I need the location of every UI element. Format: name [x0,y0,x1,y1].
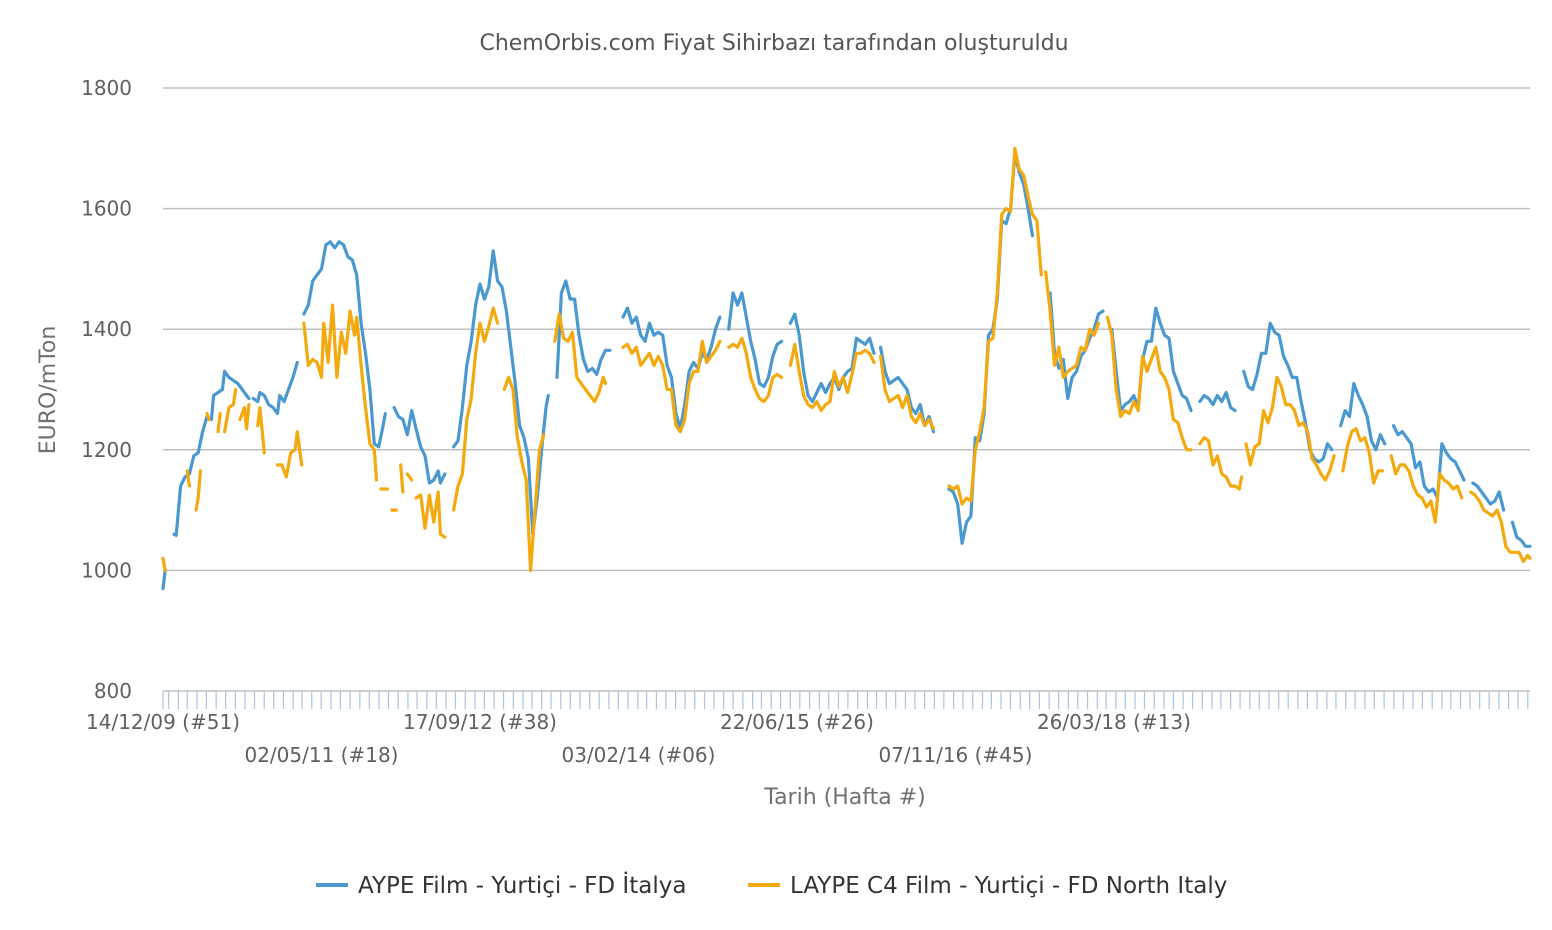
series-1-segment [194,469,202,512]
series-1-segment [879,354,936,431]
series-0-segment [1339,381,1387,452]
legend-item-ayp[interactable]: AYPE Film - Yurtiçi - FD İtalya [316,871,686,899]
series-0-segment [727,291,784,389]
x-tick-label-3: 03/02/14 (#06) [561,743,715,767]
series-0-segment [161,568,167,591]
series-1-segment [1389,454,1464,524]
series-1-segment [621,339,722,434]
series-1-segment [452,306,500,512]
series-0-segment [555,279,612,379]
series-1-segment [788,342,876,413]
series-1-segment [947,146,1043,506]
x-axis-tick-labels: 14/12/09 (#51)02/05/11 (#18)17/09/12 (#3… [86,710,1191,767]
series-0-segment [1048,291,1105,401]
legend-label-laype: LAYPE C4 Film - Yurtiçi - FD North Italy [790,873,1227,899]
series-1-segment [205,412,211,422]
series-0 [161,152,1532,591]
series-1-segment [1044,270,1101,379]
y-tick-label-1000: 1000 [81,558,132,582]
x-axis-tick-marks [162,691,1529,709]
y-tick-label-1200: 1200 [81,438,132,462]
x-tick-label-1: 02/05/11 (#18) [244,743,398,767]
y-tick-label-800: 800 [94,679,132,703]
series-1-segment [1198,436,1244,491]
series-1-segment [553,312,608,404]
series-0-segment [452,249,550,536]
series-1-segment [414,490,447,539]
series-1-segment [1469,490,1532,563]
series-1-segment [161,556,167,572]
series-1-segment [727,336,784,404]
series-1-segment [238,403,251,431]
series-0-segment [251,360,299,416]
series-1-segment [1244,375,1336,482]
grid-lines [163,87,1530,692]
series-1 [161,146,1532,572]
legend: AYPE Film - Yurtiçi - FD İtalya LAYPE C4… [316,871,1227,899]
series-0-segment [172,369,251,537]
x-tick-label-0: 14/12/09 (#51) [86,710,240,734]
legend-item-laype[interactable]: LAYPE C4 Film - Yurtiçi - FD North Italy [748,873,1227,899]
x-tick-label-2: 17/09/12 (#38) [403,710,557,734]
series-0-segment [1198,390,1237,413]
x-tick-label-6: 26/03/18 (#13) [1037,710,1191,734]
series-1-segment [275,430,304,479]
series-0-segment [879,345,936,434]
series-0-segment [1471,481,1506,512]
series-0-segment [1391,424,1466,500]
series-0-segment [621,306,722,431]
y-axis-label: EURO/mTon [36,326,61,455]
series-1-segment [405,472,414,482]
series-0-segment [947,152,1035,545]
series-0-segment [392,406,447,485]
series-1-segment [1341,427,1385,485]
series-1-segment [502,375,546,572]
series-lines [161,146,1532,591]
y-axis-ticks: 800 1000 1200 1400 1600 1800 [81,76,132,703]
series-1-segment [1105,315,1193,452]
series-1-segment [256,406,266,455]
x-tick-label-5: 07/11/16 (#45) [878,743,1032,767]
series-1-segment [399,463,405,494]
series-1-segment [185,469,191,488]
chart-title: ChemOrbis.com Fiyat Sihirbazı tarafından… [479,31,1068,56]
y-tick-label-1800: 1800 [81,76,132,100]
series-0-segment [1510,520,1532,548]
legend-label-ayp: AYPE Film - Yurtiçi - FD İtalya [358,871,686,899]
y-tick-label-1400: 1400 [81,317,132,341]
series-1-segment [216,412,222,434]
series-0-segment [1110,306,1193,413]
series-1-segment [223,387,238,434]
series-0-segment [1242,321,1334,464]
series-0-segment [302,240,387,449]
x-axis-label: Tarih (Hafta #) [763,785,925,810]
series-1-segment [302,303,379,482]
x-tick-label-4: 22/06/15 (#26) [720,710,874,734]
y-tick-label-1600: 1600 [81,197,132,221]
